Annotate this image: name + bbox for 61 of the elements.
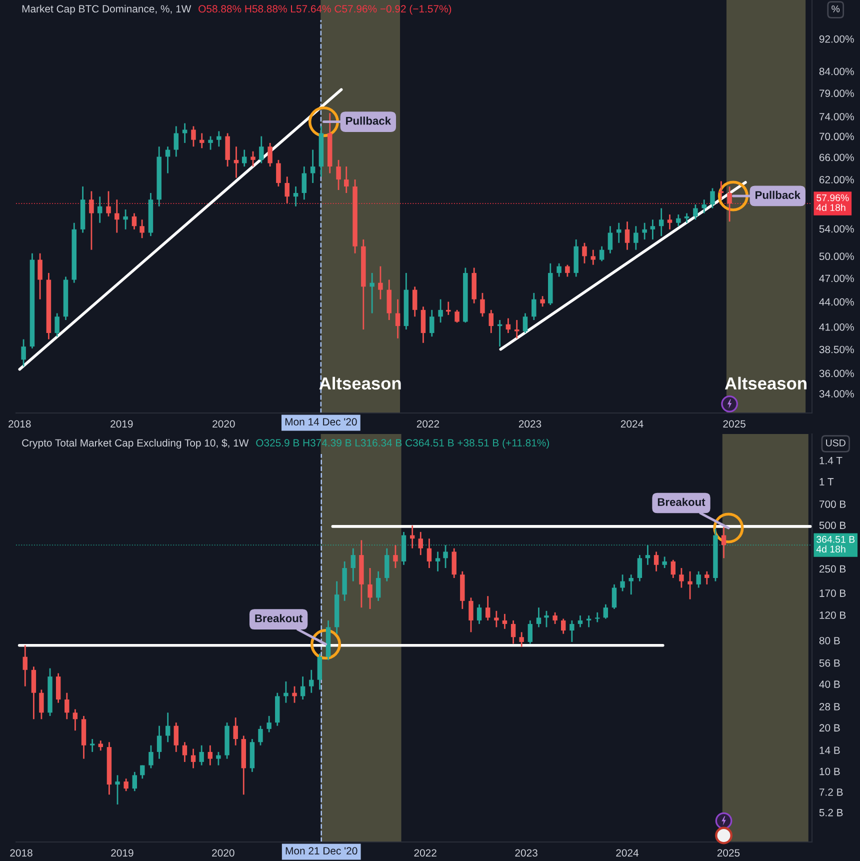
y-tick-label: 700 B: [819, 500, 846, 508]
y-tick-label: 5.2 B: [819, 808, 843, 816]
band-label: Altseason: [724, 376, 806, 390]
y-tick-label: 1 T: [820, 478, 834, 486]
x-tick-label: 2019: [111, 849, 134, 857]
x-tick-label: 2019: [110, 420, 133, 428]
y-tick-label: 120 B: [820, 611, 846, 619]
y-tick-label: 250 B: [819, 565, 846, 573]
chart-title: Market Cap BTC Dominance, %, 1W: [22, 4, 192, 15]
annotation: Pullback: [346, 116, 392, 125]
x-tick-label: 2018: [10, 849, 32, 857]
y-tick-label: 92.00%: [819, 35, 854, 43]
y-tick-label: 74.00%: [819, 112, 854, 120]
y-tick-label: 44.00%: [819, 298, 854, 306]
y-tick-label: 80 B: [819, 636, 840, 644]
ref-line-label: Mon 21 Dec '20: [286, 847, 358, 855]
y-tick-label: 70.00%: [819, 132, 854, 140]
chart-title: Crypto Total Market Cap Excluding Top 10, $, 1W: [22, 438, 249, 449]
y-tick-label: 47.00%: [819, 274, 854, 282]
y-tick-label: 54.00%: [819, 225, 854, 233]
y-tick-label: 40 B: [819, 680, 840, 688]
x-tick-label: 2018: [8, 420, 31, 428]
annotation: Breakout: [658, 498, 706, 506]
x-tick-label: 2024: [616, 849, 639, 857]
y-tick-label: 34.00%: [819, 390, 854, 398]
x-tick-label: 2022: [414, 849, 436, 857]
y-tick-label: 56 B: [819, 659, 840, 667]
annotation: Breakout: [255, 614, 302, 622]
y-tick-label: 84.00%: [819, 68, 854, 76]
y-tick-label: 62.00%: [819, 176, 854, 184]
y-tick-label: 28 B: [819, 703, 840, 710]
y-tick-label: 41.00%: [819, 323, 854, 331]
chart-subtitle: O325.9 B H374.39 B L316.34 B C364.51 B +38.51 B (+11.81%): [256, 438, 549, 449]
y-tick-label: 66.00%: [819, 154, 854, 162]
x-tick-label: 2025: [717, 849, 740, 857]
ref-line-label: 364.51 B 4d 18h: [816, 536, 855, 553]
x-tick-label: 2020: [212, 420, 235, 428]
band-label: Altseason: [319, 376, 401, 390]
y-tick-label: 500 B: [819, 522, 846, 530]
x-tick-label: 2024: [620, 420, 644, 428]
y-tick-label: 36.00%: [819, 370, 854, 378]
y-axis-title: USD: [826, 439, 846, 446]
y-tick-label: 79.00%: [819, 90, 854, 98]
x-tick-label: 2023: [518, 420, 542, 428]
y-tick-label: 14 B: [820, 746, 840, 754]
x-tick-label: 2023: [515, 849, 538, 857]
annotation: Pullback: [756, 190, 800, 199]
y-axis-title: %: [832, 5, 840, 12]
y-tick-label: 1.4 T: [820, 457, 842, 464]
y-tick-label: 7.2 B: [819, 788, 843, 796]
ref-line-label: Mon 14 Dec '20: [285, 418, 357, 426]
y-tick-label: 20 B: [819, 724, 840, 732]
y-tick-label: 38.50%: [819, 346, 854, 354]
y-tick-label: 170 B: [820, 590, 846, 597]
y-tick-label: 10 B: [820, 768, 840, 776]
ref-line-label: 57.96% 4d 18h: [816, 194, 849, 212]
x-tick-label: 2022: [416, 420, 440, 428]
x-tick-label: 2020: [212, 849, 234, 857]
chart-subtitle: O58.88% H58.88% L57.64% C57.96% −0.92 (−1.57%): [198, 4, 452, 15]
y-tick-label: 50.00%: [819, 252, 854, 260]
x-tick-label: 2025: [723, 420, 746, 428]
